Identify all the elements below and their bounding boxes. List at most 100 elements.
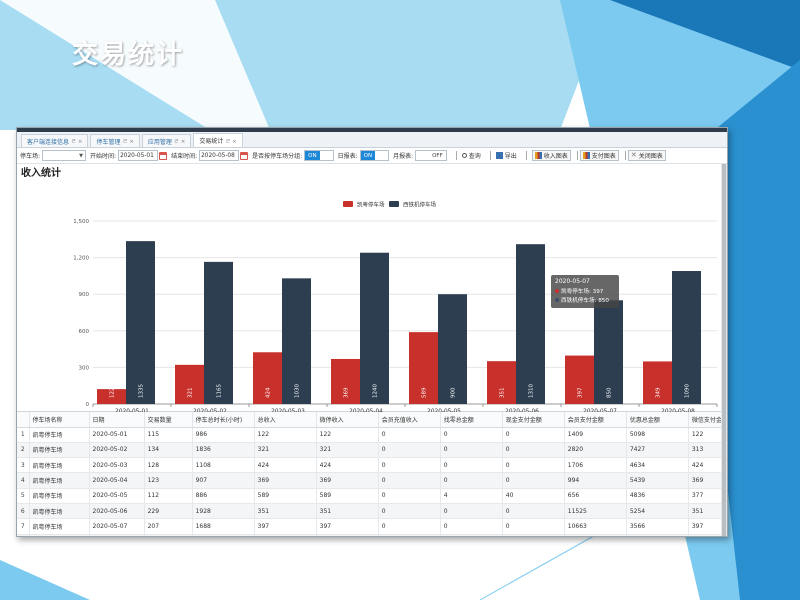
calendar-icon[interactable]	[240, 151, 249, 160]
end-date-input[interactable]: 2020-05-08	[199, 150, 240, 161]
table-row[interactable]: 7 凯粤停车场 2020-05-07 207 1688 397 397 0 0 0 10663 356…	[17, 518, 724, 535]
table-cell: 349	[254, 534, 317, 536]
column-header[interactable]: 停车场名称	[29, 412, 90, 428]
close-chart-button[interactable]: ✕ 关闭图表	[627, 150, 666, 161]
table-row[interactable]: 6 凯粤停车场 2020-05-06 229 1928 351 351 0 0 0 11525 525…	[17, 503, 724, 520]
column-header[interactable]: 日期	[89, 412, 145, 428]
table-cell: 2020-05-07	[89, 518, 145, 535]
table-cell: 589	[316, 488, 379, 504]
table-row[interactable]: 3 凯粤停车场 2020-05-03 128 1108 424 424 0 0 0 1706 4634…	[17, 457, 724, 474]
daily-toggle[interactable]: ON	[359, 150, 390, 161]
table-cell: 0	[378, 488, 441, 504]
table-cell: 0	[378, 534, 441, 536]
tab-close-icon[interactable]: ㄹ ×	[122, 139, 134, 145]
group-by-label: 是否按停车场分组:	[252, 153, 303, 160]
table-cell: 凯粤停车场	[29, 518, 90, 535]
table-cell: 2	[440, 534, 503, 536]
bar	[360, 252, 389, 404]
monthly-toggle[interactable]: OFF	[415, 150, 447, 161]
table-cell: 369	[316, 472, 379, 489]
tab-close-icon[interactable]: ㄹ ×	[173, 139, 186, 145]
income-chart-button[interactable]: 收入图表	[531, 150, 571, 161]
bar	[594, 300, 623, 404]
table-cell: 2020-05-03	[89, 457, 145, 474]
table-row[interactable]: 2 凯粤停车场 2020-05-02 134 1836 321 321 0 0 0 2820 7427…	[17, 442, 724, 459]
column-header[interactable]: 优惠总金额	[626, 412, 689, 428]
data-label: 1310	[529, 384, 535, 398]
table-cell: 0	[378, 518, 441, 535]
row-number: 1	[17, 427, 30, 443]
row-number: 4	[17, 472, 30, 489]
table-cell: 351	[254, 503, 317, 520]
column-header[interactable]: 会员支付金额	[564, 412, 627, 428]
toolbar: 停车场: ▼ 开始时间: 2020-05-01 结束时间: 2020-05-08…	[17, 148, 727, 164]
legend-label: 凯粤停车场	[357, 201, 385, 209]
end-time-label: 结束时间:	[171, 153, 198, 160]
divider	[525, 151, 527, 160]
x-tick-label: 2020-05-04	[349, 409, 383, 412]
search-icon	[461, 153, 467, 158]
table-cell: 凯粤停车场	[29, 503, 90, 520]
column-header[interactable]: 找零总金额	[440, 412, 503, 428]
table-cell: 10663	[564, 518, 627, 535]
table-cell: 0	[502, 427, 565, 443]
bar	[487, 361, 516, 404]
vertical-scrollbar[interactable]	[721, 164, 727, 536]
scrollbar-thumb[interactable]	[722, 164, 726, 536]
group-toggle[interactable]: ON	[304, 150, 334, 161]
table-cell: 10064	[564, 534, 627, 536]
table-row[interactable]: 1 凯粤停车场 2020-05-01 115 986 122 122 0 0 0 1409 5098 1…	[17, 427, 724, 443]
calendar-icon[interactable]	[159, 151, 168, 160]
column-header[interactable]: 现金支付金额	[502, 412, 565, 428]
table-row[interactable]: 4 凯粤停车场 2020-05-04 123 907 369 369 0 0 0 994 5439 36…	[17, 472, 724, 489]
table-cell: 5439	[626, 472, 689, 489]
tab-close-icon[interactable]: ㄹ ×	[71, 139, 83, 145]
table-cell: 4634	[626, 457, 689, 474]
parking-select[interactable]: ▼	[42, 150, 87, 161]
table-cell: 207	[144, 518, 193, 535]
export-button[interactable]: 导出	[495, 151, 517, 160]
column-header[interactable]: 微信支付金额	[688, 412, 724, 428]
bg-white-wedge	[0, 0, 270, 130]
bar	[253, 352, 282, 404]
pay-chart-button[interactable]: 支付图表	[579, 150, 619, 161]
column-header[interactable]: 交易数量	[144, 412, 193, 428]
data-label: 1090	[685, 384, 691, 398]
tab-label: 交易统计	[199, 138, 224, 145]
table-row[interactable]: 5 凯粤停车场 2020-05-05 112 886 589 589 0 4 40 656 4836 3…	[17, 488, 724, 504]
column-header[interactable]: 总收入	[254, 412, 317, 428]
stats-table: 停车场名称 日期 交易数量 停车总时长(小时) 总收入 微停收入 会员充值收入 找零总金额 现金…	[17, 412, 724, 536]
table-cell: 0	[378, 442, 441, 459]
start-date-input[interactable]: 2020-05-01	[118, 150, 159, 161]
data-label: 900	[451, 387, 457, 398]
column-header[interactable]: 微停收入	[316, 412, 379, 428]
window-topline	[17, 128, 727, 132]
start-time-label: 开始时间:	[90, 153, 117, 160]
column-header[interactable]: 会员充值收入	[378, 412, 441, 428]
table-cell: 7427	[626, 442, 689, 459]
table-cell: 凯粤停车场	[29, 534, 90, 536]
bar	[282, 278, 311, 404]
divider	[624, 151, 626, 160]
column-header[interactable]	[17, 412, 30, 428]
table-cell: 2820	[564, 442, 627, 459]
table-row[interactable]: 8凯粤停车场2020-05-08231173734934902101006472…	[17, 534, 724, 536]
table-cell: 2020-05-01	[89, 427, 145, 443]
row-number: 7	[17, 518, 30, 535]
legend-swatch	[343, 201, 353, 207]
table-cell: 凯粤停车场	[29, 488, 90, 504]
table-cell: 351	[316, 503, 379, 520]
tab-close-icon[interactable]: ㄹ ×	[225, 138, 237, 145]
bar	[438, 294, 467, 404]
column-header[interactable]: 停车总时长(小时)	[192, 412, 255, 428]
legend-swatch	[389, 201, 399, 207]
table-cell: 40	[502, 488, 565, 504]
bar	[516, 244, 545, 404]
data-label: 1030	[295, 384, 301, 398]
table-cell: 2020-05-06	[89, 503, 145, 520]
query-button[interactable]: 查询	[461, 151, 481, 160]
